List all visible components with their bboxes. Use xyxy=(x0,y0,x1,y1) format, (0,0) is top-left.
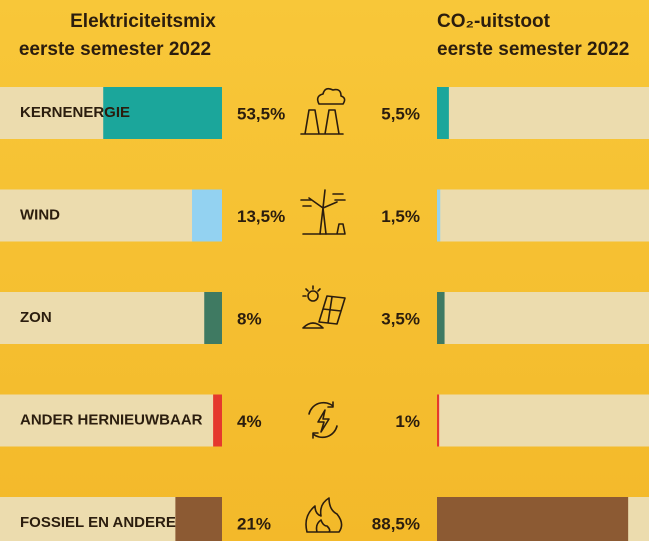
chart-title: Elektriciteitsmix xyxy=(70,11,216,32)
category-label: WIND xyxy=(20,206,60,223)
bar xyxy=(103,87,222,139)
value-label: 8% xyxy=(237,309,262,328)
category-label: ZON xyxy=(20,309,52,326)
bar-track xyxy=(0,189,222,242)
icons xyxy=(300,87,346,533)
value-label: 1% xyxy=(395,412,420,431)
fire-icon xyxy=(305,497,343,533)
renewable-icon xyxy=(308,401,338,439)
solar-icon xyxy=(302,285,346,329)
bar xyxy=(204,292,222,344)
chart-subtitle: eerste semester 2022 xyxy=(19,39,211,60)
value-label: 88,5% xyxy=(372,514,420,533)
category-label: FOSSIEL EN ANDERE xyxy=(20,514,176,531)
value-label: 5,5% xyxy=(381,104,420,123)
category-label: KERNENERGIE xyxy=(20,104,130,121)
value-label: 53,5% xyxy=(237,104,285,123)
value-label: 13,5% xyxy=(237,207,285,226)
bar xyxy=(437,189,441,242)
bar xyxy=(437,497,629,541)
chart-subtitle: eerste semester 2022 xyxy=(437,39,629,60)
value-label: 1,5% xyxy=(381,207,420,226)
bar xyxy=(192,189,222,242)
bar xyxy=(213,394,222,447)
bar-track xyxy=(437,292,649,344)
bar xyxy=(437,394,440,447)
bar xyxy=(437,292,445,344)
category-label: ANDER HERNIEUWBAAR xyxy=(20,411,203,428)
bar-track xyxy=(0,394,222,447)
nuclear-icon xyxy=(300,87,346,135)
bar-track xyxy=(437,394,649,447)
value-label: 21% xyxy=(237,514,271,533)
bar xyxy=(175,497,222,541)
bar-track xyxy=(0,292,222,344)
value-label: 3,5% xyxy=(381,309,420,328)
bar xyxy=(437,87,449,139)
wind-icon xyxy=(300,189,346,235)
value-label: 4% xyxy=(237,412,262,431)
bar-track xyxy=(437,189,649,242)
chart-title: CO₂-uitstoot xyxy=(437,11,551,32)
bar-track xyxy=(437,87,649,139)
